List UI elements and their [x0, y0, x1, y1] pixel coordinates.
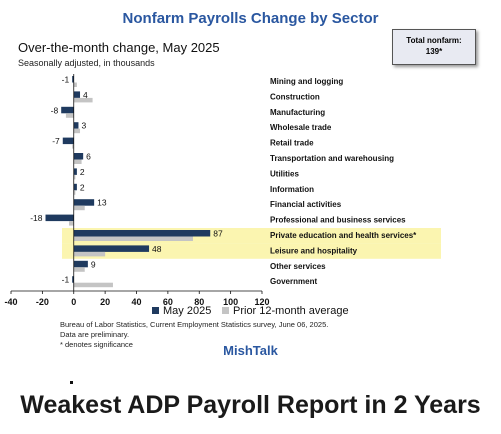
bar-may-2025-professional-and-business-services	[45, 214, 74, 222]
category-label-transportation-and-warehousing: Transportation and warehousing	[270, 154, 394, 163]
category-label-leisure-and-hospitality: Leisure and hospitality	[270, 246, 358, 255]
source-line-3: * denotes significance	[60, 340, 133, 349]
data-label-utilities: 2	[80, 167, 85, 177]
bar-prior-average-construction	[73, 97, 93, 103]
data-label-manufacturing: -8	[51, 105, 59, 115]
chart-note: Seasonally adjusted, in thousands	[18, 58, 155, 68]
x-tick-label-7: 100	[223, 297, 238, 307]
bar-may-2025-mining-and-logging	[72, 76, 74, 83]
x-tick-label-8: 120	[254, 297, 269, 307]
bar-prior-average-leisure-and-hospitality	[73, 251, 106, 257]
data-label-transportation-and-warehousing: 6	[86, 152, 91, 162]
x-tick-label-0: -40	[4, 297, 17, 307]
category-label-other-services: Other services	[270, 262, 326, 271]
data-label-retail-trade: -7	[52, 136, 60, 146]
legend-label-prior-average: Prior 12-month average	[233, 305, 349, 317]
category-label-wholesale-trade: Wholesale trade	[270, 123, 332, 132]
bar-may-2025-government	[72, 276, 74, 283]
data-label-government: -1	[62, 275, 70, 285]
x-tick-label-3: 20	[100, 297, 110, 307]
bar-may-2025-private-education-and-health-services	[73, 230, 211, 237]
x-tick-label-6: 80	[194, 297, 204, 307]
bar-prior-average-manufacturing	[65, 113, 74, 118]
bar-prior-average-information	[73, 190, 76, 195]
category-label-professional-and-business-services: Professional and business services	[270, 216, 406, 225]
x-tick-label-4: 40	[131, 297, 141, 307]
bar-may-2025-construction	[73, 91, 81, 98]
data-label-other-services: 9	[91, 259, 96, 269]
bar-may-2025-retail-trade	[62, 137, 74, 145]
bar-may-2025-other-services	[73, 260, 88, 268]
total-nonfarm-box: Total nonfarm: 139*	[392, 29, 476, 65]
bar-prior-average-financial-activities	[73, 205, 85, 211]
category-label-government: Government	[270, 277, 317, 286]
bar-may-2025-manufacturing	[61, 106, 74, 114]
category-label-manufacturing: Manufacturing	[270, 108, 325, 117]
x-tick-label-2: 0	[71, 297, 76, 307]
legend-swatch-prior-average	[222, 307, 229, 314]
chart-subtitle: Over-the-month change, May 2025	[18, 40, 220, 55]
x-tick-label-5: 60	[163, 297, 173, 307]
data-label-wholesale-trade: 3	[81, 121, 86, 131]
data-label-professional-and-business-services: -18	[30, 213, 43, 223]
total-nonfarm-label: Total nonfarm:	[406, 36, 462, 45]
legend-label-may-2025: May 2025	[163, 305, 212, 317]
bar-may-2025-financial-activities	[73, 199, 95, 206]
data-label-leisure-and-hospitality: 48	[152, 244, 162, 254]
bar-prior-average-professional-and-business-services	[69, 221, 74, 226]
category-label-construction: Construction	[270, 92, 320, 101]
brand-name: MishTalk	[223, 343, 278, 358]
bar-may-2025-wholesale-trade	[73, 122, 79, 129]
bar-prior-average-other-services	[73, 267, 85, 272]
data-label-mining-and-logging: -1	[62, 75, 70, 85]
x-tick-label-1: -20	[36, 297, 49, 307]
bar-prior-average-utilities	[73, 174, 76, 180]
bar-prior-average-mining-and-logging	[73, 82, 77, 87]
bar-may-2025-utilities	[73, 168, 77, 175]
bar-may-2025-leisure-and-hospitality	[73, 245, 150, 252]
total-nonfarm-value: 139*	[425, 47, 443, 56]
category-label-private-education-and-health-services: Private education and health services*	[270, 231, 417, 240]
bar-may-2025-transportation-and-warehousing	[73, 153, 84, 160]
bar-prior-average-government	[73, 282, 113, 288]
category-label-utilities: Utilities	[270, 169, 299, 178]
highlight-band-leisure-and-hospitality	[62, 243, 441, 259]
source-line-2: Data are preliminary.	[60, 330, 130, 339]
bar-prior-average-transportation-and-warehousing	[73, 159, 82, 164]
bar-prior-average-retail-trade	[72, 144, 74, 149]
bar-prior-average-wholesale-trade	[73, 128, 81, 134]
category-label-retail-trade: Retail trade	[270, 139, 314, 148]
legend-item-may-2025: May 2025	[152, 305, 211, 317]
category-label-financial-activities: Financial activities	[270, 200, 342, 209]
decorative-dot	[70, 381, 73, 384]
category-label-information: Information	[270, 185, 314, 194]
bar-prior-average-private-education-and-health-services	[73, 236, 193, 241]
legend-swatch-may-2025	[152, 307, 159, 314]
data-label-private-education-and-health-services: 87	[213, 229, 223, 239]
bar-may-2025-information	[73, 183, 77, 191]
legend-item-prior-average: Prior 12-month average	[222, 305, 349, 317]
category-label-mining-and-logging: Mining and logging	[270, 77, 343, 86]
data-label-information: 2	[80, 182, 85, 192]
chart-title: Nonfarm Payrolls Change by Sector	[122, 10, 379, 27]
data-label-financial-activities: 13	[97, 198, 107, 208]
source-note: Bureau of Labor Statistics, Current Empl…	[60, 320, 328, 350]
headline: Weakest ADP Payroll Report in 2 Years	[20, 391, 481, 419]
source-line-1: Bureau of Labor Statistics, Current Empl…	[60, 320, 329, 329]
data-label-construction: 4	[83, 90, 88, 100]
